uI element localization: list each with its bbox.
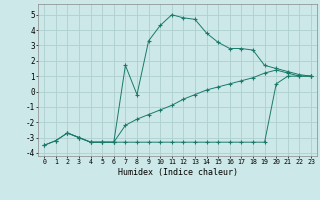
X-axis label: Humidex (Indice chaleur): Humidex (Indice chaleur) [118, 168, 238, 177]
